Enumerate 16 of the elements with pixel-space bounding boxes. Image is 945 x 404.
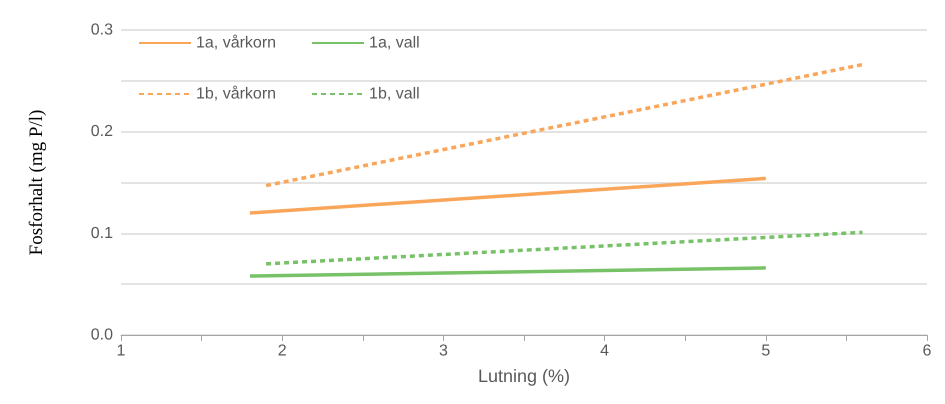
x-tick-label: 1 bbox=[116, 342, 126, 360]
legend-label: 1b, vårkorn bbox=[196, 86, 276, 102]
x-tick-label: 4 bbox=[600, 342, 610, 360]
y-tick-label: 0.3 bbox=[90, 22, 114, 38]
legend-label: 1b, vall bbox=[369, 86, 420, 102]
x-tick-label: 2 bbox=[278, 342, 287, 360]
x-tick-label: 3 bbox=[438, 342, 448, 360]
x-tick-label: 5 bbox=[761, 342, 770, 360]
y-tick-label: 0.0 bbox=[90, 326, 114, 344]
y-tick-label: 0.1 bbox=[90, 224, 114, 242]
x-tick-label: 6 bbox=[922, 342, 932, 360]
x-axis-title: Lutning (%) bbox=[478, 366, 570, 386]
legend-label: 1a, vårkorn bbox=[196, 34, 276, 52]
y-axis-title: Fosforhalt (mg P/l) bbox=[26, 110, 47, 256]
y-tick-label: 0.2 bbox=[90, 123, 114, 140]
legend-label: 1a, vall bbox=[369, 34, 420, 52]
